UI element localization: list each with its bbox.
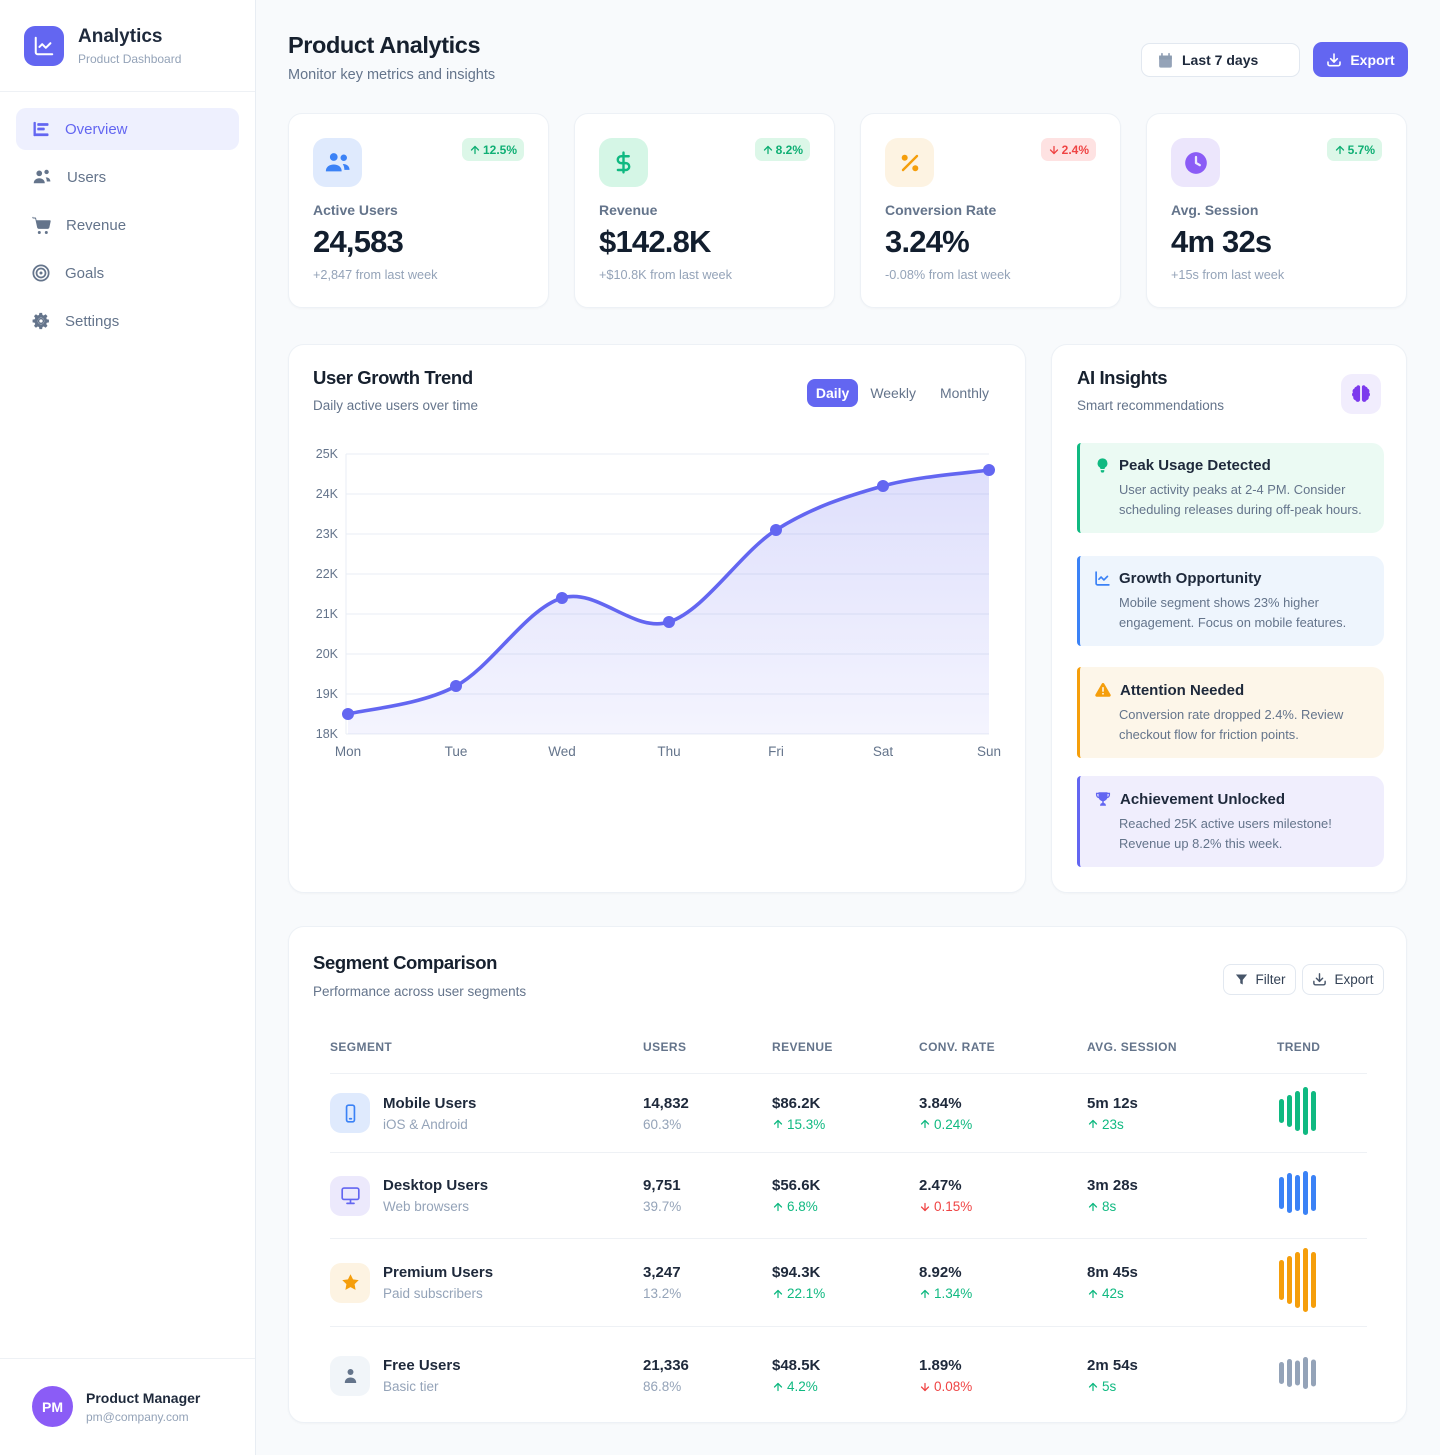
svg-text:20K: 20K bbox=[316, 647, 339, 661]
svg-text:24K: 24K bbox=[316, 487, 339, 501]
svg-text:21K: 21K bbox=[316, 607, 339, 621]
svg-text:18K: 18K bbox=[316, 727, 339, 741]
svg-text:Tue: Tue bbox=[445, 744, 468, 759]
svg-text:25K: 25K bbox=[316, 447, 339, 461]
svg-text:Thu: Thu bbox=[657, 744, 680, 759]
svg-text:Mon: Mon bbox=[335, 744, 361, 759]
svg-text:Wed: Wed bbox=[548, 744, 576, 759]
svg-text:22K: 22K bbox=[316, 567, 339, 581]
svg-text:Fri: Fri bbox=[768, 744, 784, 759]
svg-text:Sat: Sat bbox=[873, 744, 894, 759]
svg-text:19K: 19K bbox=[316, 687, 339, 701]
svg-text:23K: 23K bbox=[316, 527, 339, 541]
svg-text:Sun: Sun bbox=[977, 744, 1001, 759]
